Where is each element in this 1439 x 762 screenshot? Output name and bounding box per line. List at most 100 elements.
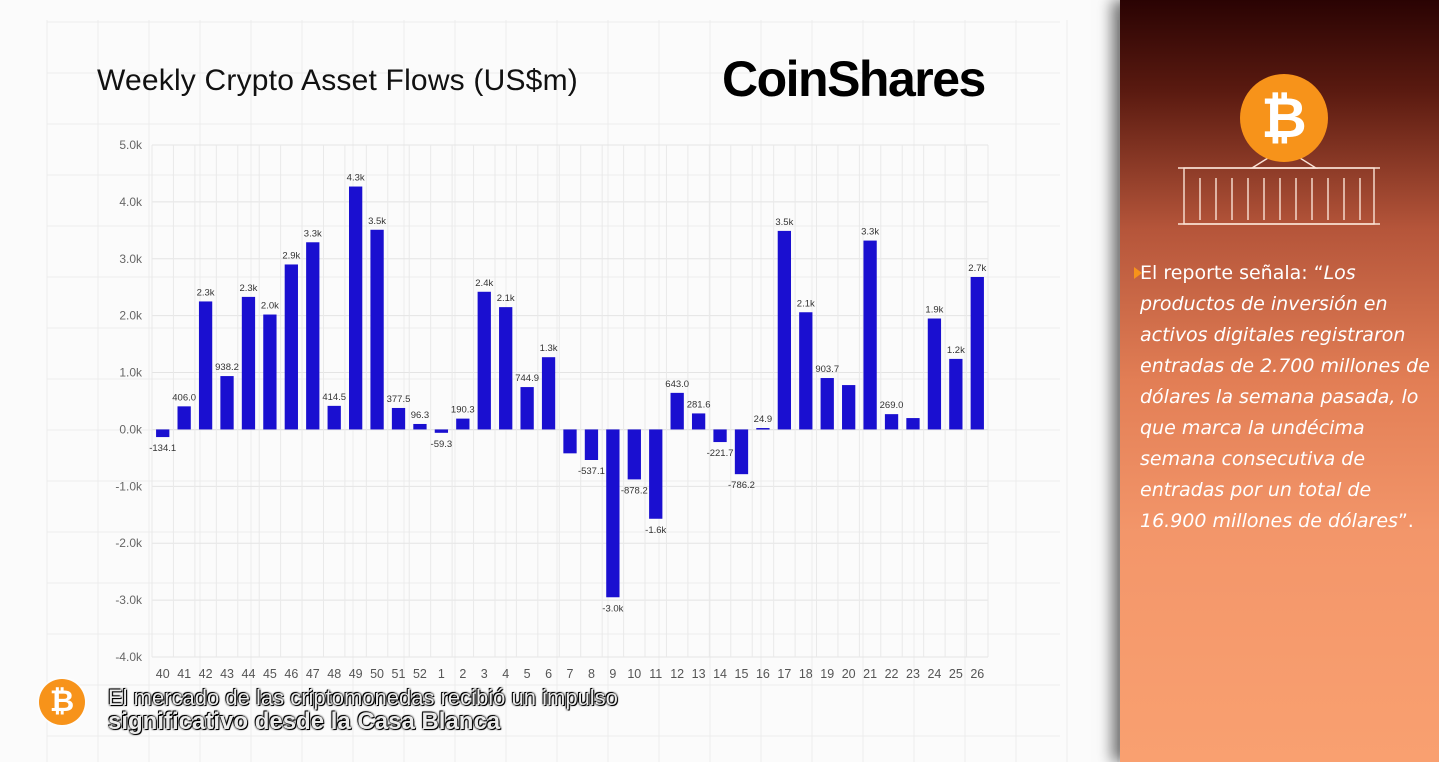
data-label: 2.0k [261,301,279,312]
bar [820,378,834,430]
data-label: 2.4k [475,278,493,289]
bar [627,429,641,480]
data-label: 903.7 [815,364,839,375]
bar [606,429,620,598]
chart-panel: 5.0k 4.0k 3.0k 2.0k 1.0k 0.0k -1.0k -2.0k -3.0k -… [39,20,1119,762]
bar [734,429,749,475]
bar [927,318,942,430]
chart-title: Weekly Crypto Asset Flows (US$m) [97,64,578,97]
x-tick-label: 49 [349,667,363,681]
bar [777,230,792,430]
caption-line-1: El mercado de las criptomonedas recibió … [108,685,618,710]
x-tick-label: 43 [220,667,234,681]
bar [348,186,363,430]
data-label: 190.3 [451,405,475,416]
y-tick-label: 3.0k [119,252,143,266]
x-tick-label: 45 [263,667,277,681]
x-tick-label: 1 [438,667,445,681]
x-tick-label: 15 [735,667,749,681]
bar [670,392,684,430]
bar [198,301,213,430]
bar [306,242,320,430]
bar [906,418,920,430]
data-label: 744.9 [515,373,539,384]
x-tick-label: 41 [177,667,191,681]
bar [713,429,727,443]
bar [499,307,513,430]
y-tick-label: 4.0k [119,195,143,209]
quote-tail: ”. [1397,510,1414,532]
x-tick-label: 50 [370,667,384,681]
bar [156,429,170,438]
bar [477,291,491,430]
bitcoin-icon: ₿ [39,679,85,725]
x-tick-label: 23 [906,667,920,681]
x-tick-label: 48 [327,667,341,681]
x-tick-label: 4 [502,667,509,681]
bar [284,264,298,430]
data-label: 2.3k [239,283,257,294]
bar [456,418,470,430]
bar [863,240,877,430]
data-label: 643.0 [665,379,689,390]
bar [842,385,856,430]
y-tick-label: 2.0k [119,309,143,323]
data-label: 938.2 [215,362,239,373]
bar [413,423,427,430]
data-label: 269.0 [880,400,904,411]
x-tick-label: 13 [692,667,706,681]
x-tick-label: 47 [306,667,320,681]
x-tick-label: 51 [392,667,406,681]
x-tick-label: 44 [242,667,256,681]
bar [370,229,384,430]
data-label: 1.3k [540,343,558,354]
data-label: 24.9 [754,414,773,425]
bar [584,429,599,460]
x-tick-label: 20 [842,667,856,681]
x-tick-label: 16 [756,667,770,681]
background-grid [46,20,1119,762]
data-label: -537.1 [578,466,605,477]
x-tick-label: 40 [156,667,170,681]
x-tick-label: 52 [413,667,427,681]
bar [563,429,577,454]
coinshares-logo: CoinShares [722,51,986,107]
bar [649,429,663,519]
data-label: 2.9k [282,250,300,261]
x-tick-label: 17 [777,667,791,681]
x-tick-label: 7 [567,667,574,681]
data-label: -1.6k [645,525,666,536]
bar [691,413,706,430]
data-label: 3.3k [861,227,879,238]
y-tick-label: -4.0k [115,650,143,664]
data-label: 3.5k [368,216,386,227]
bar [391,407,406,430]
x-tick-label: 3 [481,667,488,681]
data-label: 406.0 [172,392,196,403]
x-tick-label: 2 [459,667,466,681]
data-label: 281.6 [687,399,711,410]
quote-text: Los productos de inversión en activos di… [1140,262,1430,532]
bar [949,358,963,430]
bitcoin-symbol: ₿ [1261,86,1307,149]
bar [327,405,341,430]
data-label: 2.7k [968,263,986,274]
data-label: -59.3 [431,439,453,450]
bar [756,428,770,430]
data-label: -3.0k [602,603,623,614]
data-label: -221.7 [707,448,734,459]
x-tick-label: 5 [524,667,531,681]
quote-lead: El reporte señala: “ [1140,262,1324,284]
video-caption: El mercado de las criptomonedas recibió … [108,686,618,734]
bar [434,429,449,433]
x-tick-label: 12 [670,667,684,681]
data-label: 2.1k [797,298,815,309]
x-tick-label: 25 [949,667,963,681]
data-label: 4.3k [347,173,365,184]
x-tick-label: 6 [545,667,552,681]
x-tick-label: 24 [927,667,941,681]
bar [970,276,984,430]
data-label: 3.3k [304,228,322,239]
bar [884,414,899,430]
data-label: 96.3 [411,410,430,421]
